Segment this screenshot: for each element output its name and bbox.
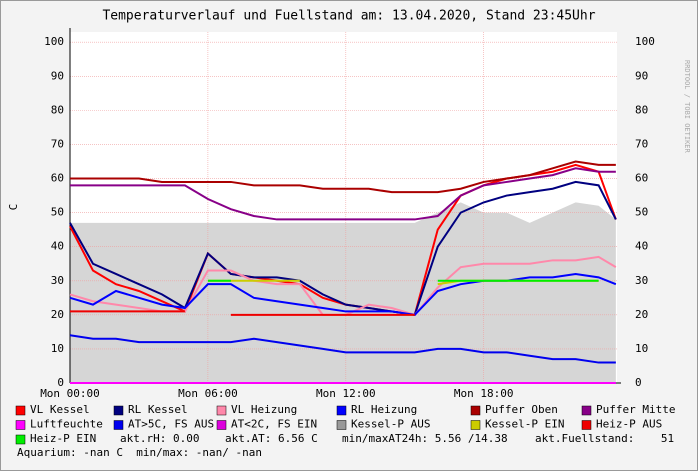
y-tick-label: 0 (57, 376, 64, 389)
legend-swatch (470, 405, 481, 416)
y2-tick-label: 40 (635, 240, 648, 253)
y-axis-label: C (7, 204, 20, 211)
legend-label: Heiz-P AUS (596, 418, 662, 431)
legend-swatch (336, 420, 347, 430)
y-tick-label: 80 (51, 103, 64, 116)
series-line (70, 167, 616, 221)
series-line (70, 160, 616, 194)
y2-tick-label: 10 (635, 342, 648, 355)
legend-label: VL Kessel (30, 403, 90, 416)
y-tick-label: 40 (51, 240, 64, 253)
legend-label: Kessel-P AUS (351, 418, 430, 431)
legend-label: Puffer Mitte (596, 403, 675, 416)
watermark: RRDTOOL / TOBI OETIKER (683, 60, 691, 154)
y2-tick-label: 30 (635, 274, 648, 287)
x-tick-label: Mon 12:00 (316, 387, 376, 400)
legend-label: Luftfeuchte (30, 418, 103, 431)
y-tick-label: 10 (51, 342, 64, 355)
legend-swatch (216, 405, 227, 416)
legend-swatch (15, 405, 26, 416)
legend-label: AT>5C, FS AUS (128, 418, 214, 431)
y2-tick-label: 70 (635, 137, 648, 150)
y2-tick-label: 0 (635, 376, 642, 389)
y2-tick-label: 20 (635, 308, 648, 321)
y2-tick-label: 80 (635, 103, 648, 116)
series-line (69, 180, 617, 316)
legend-swatch (216, 420, 227, 430)
x-tick-label: Mon 06:00 (178, 387, 238, 400)
legend-swatch (15, 434, 26, 445)
legend-label: RL Heizung (351, 403, 417, 416)
status-note: akt.rH: 0.00 (120, 432, 199, 445)
y-tick-label: 100 (44, 35, 64, 48)
legend-swatch (470, 420, 481, 430)
legend-swatch (113, 405, 124, 416)
legend-label: RL Kessel (128, 403, 188, 416)
y-tick-label: 60 (51, 172, 64, 185)
legend-swatch (113, 420, 124, 430)
legend-label: VL Heizung (231, 403, 297, 416)
x-tick-label: Mon 18:00 (454, 387, 514, 400)
x-tick-label: Mon 00:00 (40, 387, 100, 400)
y2-tick-label: 100 (635, 35, 655, 48)
legend-label: Puffer Oben (485, 403, 558, 416)
y-tick-label: 90 (51, 69, 64, 82)
status-note: akt.Fuellstand: 51 (535, 432, 674, 445)
legend-swatch (15, 420, 26, 430)
area (70, 202, 616, 383)
y2-tick-label: 90 (635, 69, 648, 82)
y2-tick-label: 60 (635, 172, 648, 185)
y-tick-label: 70 (51, 137, 64, 150)
y-tick-label: 30 (51, 274, 64, 287)
status-note: akt.AT: 6.56 C (225, 432, 318, 445)
legend-swatch (581, 420, 592, 430)
legend-swatch (581, 405, 592, 416)
series-line (69, 334, 616, 364)
legend-label: Heiz-P EIN (30, 432, 96, 445)
y-tick-label: 20 (51, 308, 64, 321)
status-note: Aquarium: -nan C min/max: -nan/ -nan (17, 446, 262, 459)
y2-tick-label: 50 (635, 206, 648, 219)
y-tick-label: 50 (51, 206, 64, 219)
legend-label: AT<2C, FS EIN (231, 418, 317, 431)
legend-label: Kessel-P EIN (485, 418, 564, 431)
status-note: min/maxAT24h: 5.56 /14.38 (342, 432, 508, 445)
legend-swatch (336, 405, 347, 416)
chart-title: Temperaturverlauf und Fuellstand am: 13.… (102, 9, 595, 24)
series-line (69, 272, 617, 316)
